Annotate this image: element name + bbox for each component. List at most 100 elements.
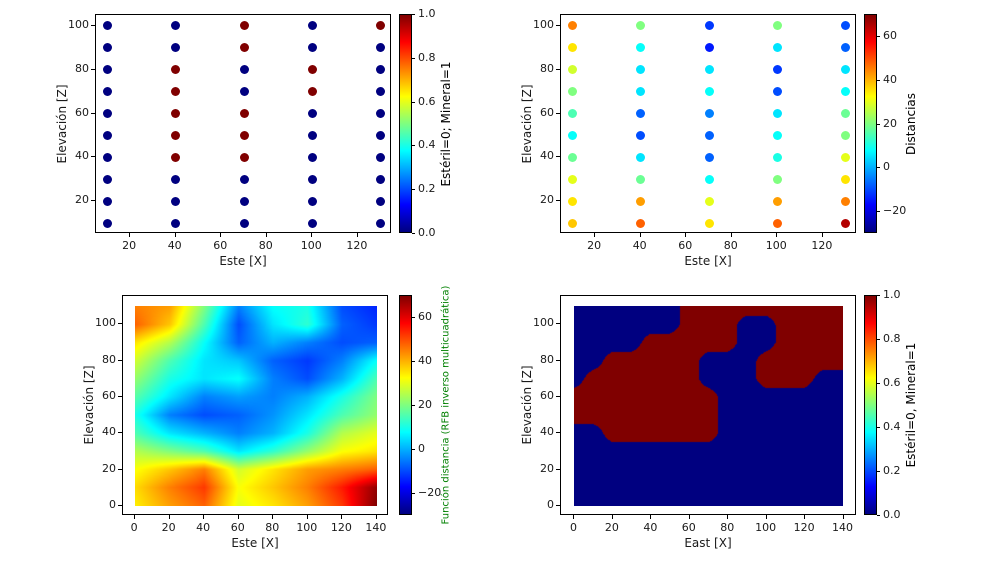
x-tick-mark bbox=[650, 515, 652, 519]
y-tick-mark bbox=[118, 468, 122, 470]
x-tick-label: 100 bbox=[755, 521, 777, 534]
scatter-point bbox=[772, 87, 782, 97]
scatter-point bbox=[376, 152, 386, 162]
x-tick-label: 140 bbox=[365, 521, 387, 534]
scatter-point bbox=[704, 130, 714, 140]
colorbar-tick-label: 1.0 bbox=[418, 7, 436, 20]
colorbar-tick-label: 40 bbox=[883, 72, 897, 86]
x-tick-mark bbox=[272, 515, 274, 519]
colorbar-gradient bbox=[865, 296, 876, 514]
scatter-point bbox=[307, 218, 317, 228]
x-tick-mark bbox=[730, 233, 732, 237]
colorbar-gradient bbox=[865, 15, 876, 232]
colorbar-tick-mark bbox=[877, 427, 880, 428]
classified-heatmap bbox=[574, 306, 844, 506]
scatter-point bbox=[704, 218, 714, 228]
scatter-point bbox=[102, 196, 112, 206]
scatter-point bbox=[239, 130, 249, 140]
scatter-point bbox=[772, 152, 782, 162]
x-tick-mark bbox=[573, 515, 575, 519]
colorbar-tick-mark bbox=[412, 189, 415, 191]
scatter-point bbox=[171, 65, 181, 75]
x-tick-mark bbox=[174, 233, 176, 237]
y-tick-label: 40 bbox=[540, 425, 554, 439]
colorbar-label: Función distancia (RFB inverso multicuad… bbox=[440, 285, 452, 525]
colorbar-tick-mark bbox=[877, 123, 880, 125]
scatter-point bbox=[704, 87, 714, 97]
colorbar-tick-label: 0.0 bbox=[883, 508, 901, 521]
colorbar-tick-label: 40 bbox=[418, 354, 432, 367]
colorbar-tick-mark bbox=[877, 167, 880, 169]
scatter-point bbox=[102, 43, 112, 53]
scatter-point bbox=[376, 130, 386, 140]
scatter-point bbox=[376, 65, 386, 75]
scatter-point bbox=[567, 43, 577, 53]
y-tick-label: 100 bbox=[95, 316, 116, 330]
scatter-point bbox=[567, 65, 577, 75]
colorbar bbox=[864, 295, 877, 515]
colorbar-tick-label: 20 bbox=[883, 116, 897, 130]
x-tick-label: 40 bbox=[167, 239, 182, 252]
y-tick-label: 60 bbox=[540, 388, 554, 402]
scatter-point bbox=[841, 109, 851, 119]
scatter-point bbox=[239, 43, 249, 53]
x-tick-label: 100 bbox=[296, 521, 318, 534]
scatter-point bbox=[841, 174, 851, 184]
y-tick-mark bbox=[556, 432, 560, 434]
colorbar-tick-mark bbox=[412, 449, 415, 450]
scatter-point bbox=[307, 130, 317, 140]
scatter-points-layer bbox=[561, 15, 855, 232]
colorbar-tick-label: 60 bbox=[418, 310, 432, 323]
x-tick-mark bbox=[237, 515, 239, 519]
scatter-point bbox=[841, 65, 851, 75]
scatter-point bbox=[567, 21, 577, 31]
x-axis-label: East [X] bbox=[684, 536, 732, 550]
y-tick-mark bbox=[556, 468, 560, 470]
y-tick-label: 20 bbox=[102, 461, 116, 475]
y-tick-mark bbox=[91, 24, 95, 26]
x-tick-mark bbox=[375, 515, 377, 519]
scatter-point bbox=[772, 43, 782, 53]
colorbar-tick-mark bbox=[412, 317, 415, 318]
scatter-point bbox=[636, 196, 646, 206]
x-tick-mark bbox=[639, 233, 641, 237]
scatter-point bbox=[239, 174, 249, 184]
y-tick-mark bbox=[556, 395, 560, 397]
x-tick-label: 20 bbox=[604, 521, 619, 534]
scatter-points-layer bbox=[96, 15, 390, 232]
scatter-point bbox=[567, 87, 577, 97]
scatter-point bbox=[772, 174, 782, 184]
y-tick-mark bbox=[556, 505, 560, 506]
colorbar-gradient bbox=[400, 15, 411, 232]
x-tick-label: 80 bbox=[723, 239, 738, 252]
colorbar-tick-label: −20 bbox=[883, 204, 907, 218]
plot-area bbox=[560, 14, 856, 233]
scatter-point bbox=[772, 65, 782, 75]
y-tick-mark bbox=[556, 68, 560, 70]
scatter-point bbox=[567, 218, 577, 228]
y-tick-mark bbox=[118, 432, 122, 434]
x-tick-mark bbox=[129, 233, 131, 237]
y-tick-label: 60 bbox=[540, 105, 554, 119]
colorbar-tick-mark bbox=[877, 79, 880, 81]
scatter-point bbox=[239, 65, 249, 75]
scatter-point bbox=[841, 196, 851, 206]
x-tick-mark bbox=[311, 233, 313, 237]
colorbar-tick-mark bbox=[877, 515, 880, 516]
colorbar-tick-mark bbox=[877, 471, 880, 472]
scatter-point bbox=[239, 196, 249, 206]
interpolated-heatmap bbox=[135, 306, 378, 506]
colorbar-tick-label: 0.4 bbox=[883, 420, 901, 433]
scatter-point bbox=[704, 21, 714, 31]
x-tick-mark bbox=[727, 515, 729, 519]
x-tick-label: 60 bbox=[681, 521, 696, 534]
scatter-point bbox=[307, 196, 317, 206]
y-tick-mark bbox=[556, 323, 560, 325]
x-axis-label: Este [X] bbox=[231, 536, 279, 550]
x-tick-label: 20 bbox=[161, 521, 176, 534]
scatter-point bbox=[704, 109, 714, 119]
scatter-point bbox=[636, 65, 646, 75]
colorbar-tick-label: 0 bbox=[883, 160, 890, 174]
x-tick-label: 60 bbox=[230, 521, 245, 534]
scatter-point bbox=[376, 43, 386, 53]
